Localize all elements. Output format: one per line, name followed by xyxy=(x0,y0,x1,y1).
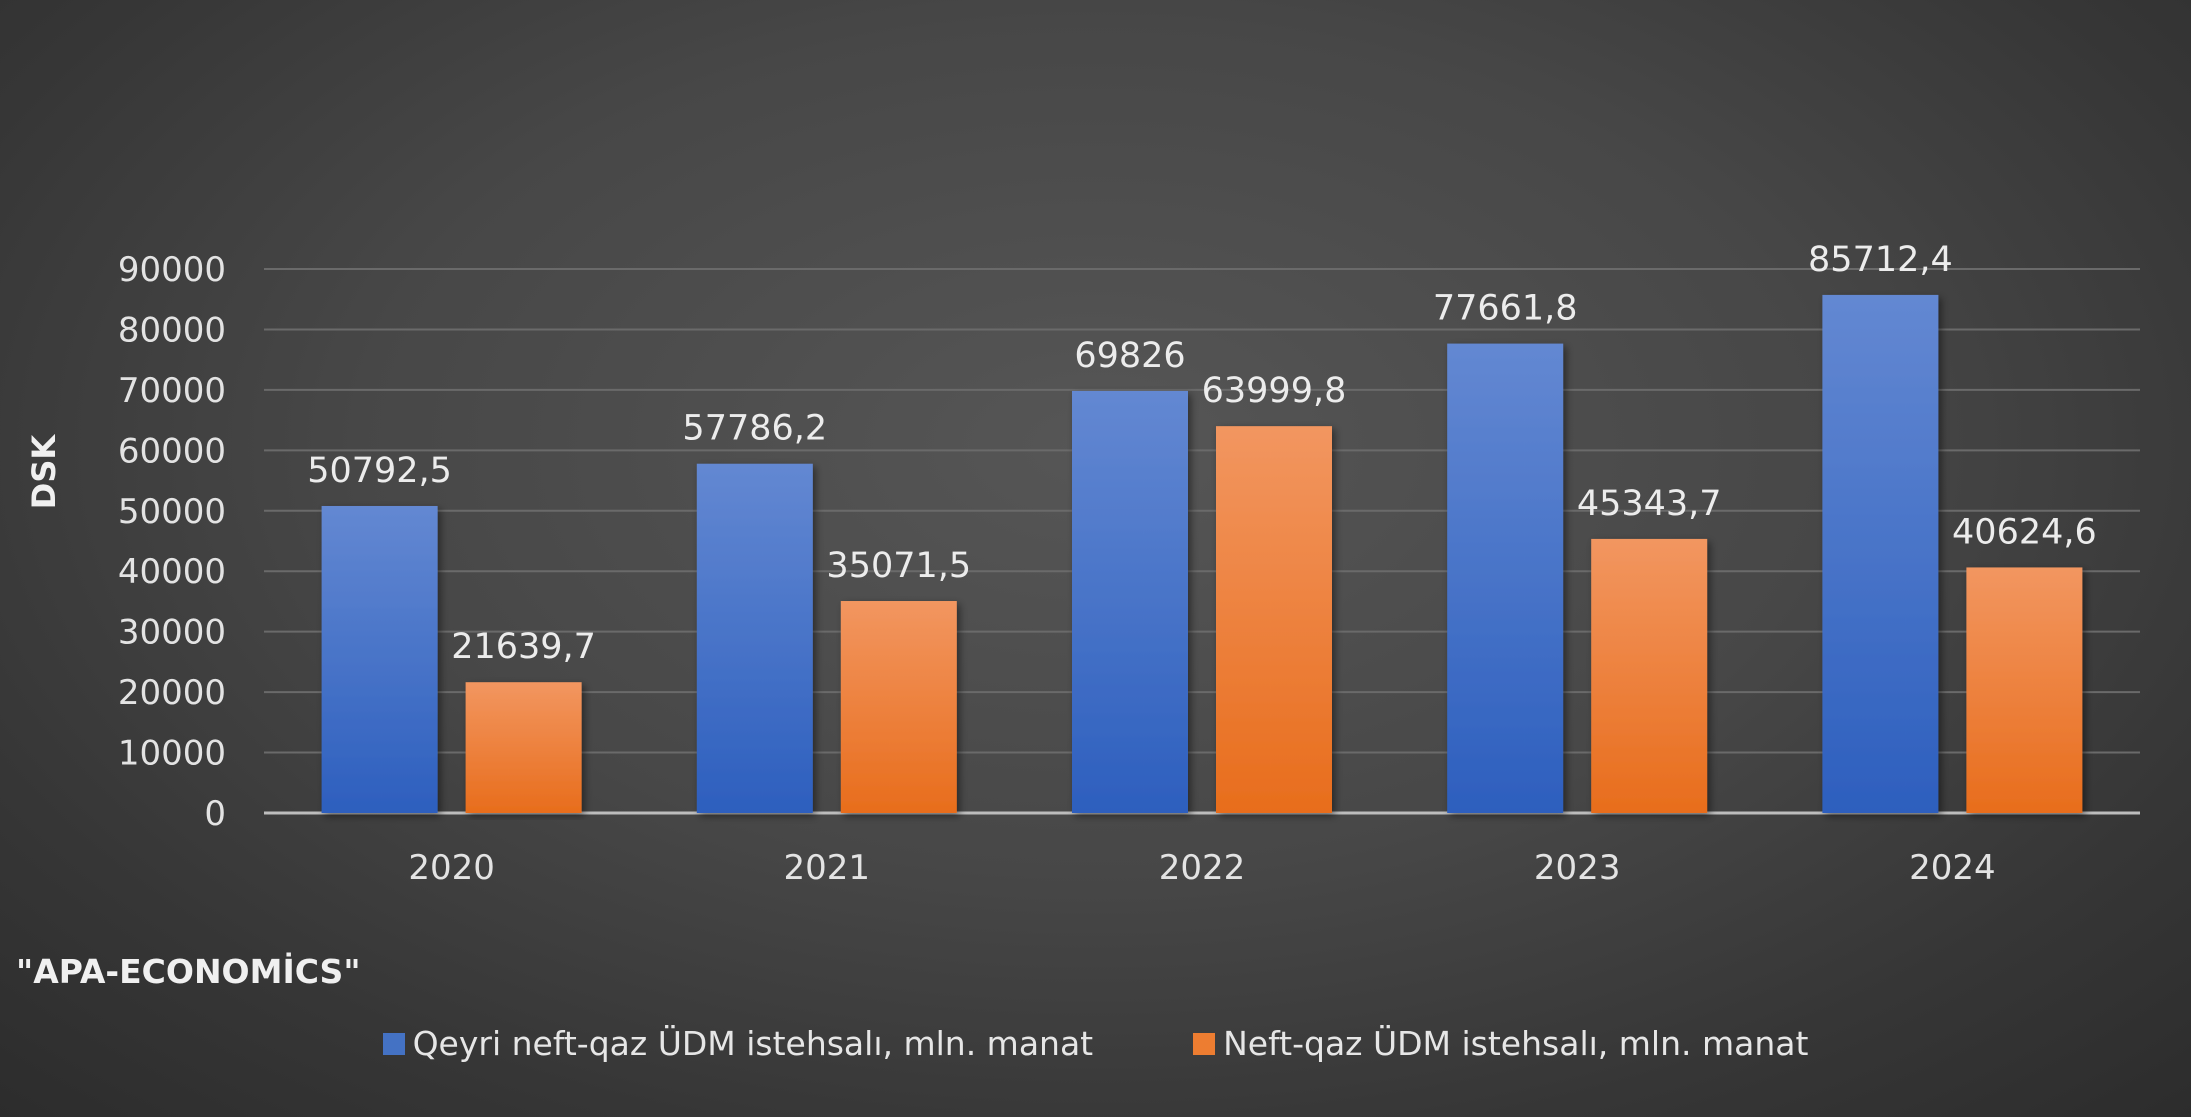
bar-non-oil-gas-2021 xyxy=(696,463,813,813)
data-label: 21639,7 xyxy=(451,627,596,667)
bar-non-oil-gas-2020 xyxy=(321,505,438,813)
y-axis-ticks: 0 10000 20000 30000 40000 50000 60000 70000 8000… xyxy=(118,250,226,834)
data-labels: 50792,5 21639,7 57786,2 35071,5 69826 63999,8… xyxy=(307,240,2097,667)
bars xyxy=(321,294,2083,814)
y-axis-label: DSK xyxy=(25,434,63,510)
x-tick-label: 2022 xyxy=(1159,848,1246,888)
x-tick-label: 2024 xyxy=(1909,848,1996,888)
legend-label-non-oil-gas: Qeyri neft-qaz ÜDM istehsalı, mln. manat xyxy=(412,1024,1094,1063)
x-tick-label: 2023 xyxy=(1534,848,1621,888)
legend: Qeyri neft-qaz ÜDM istehsalı, mln. manat… xyxy=(0,1024,2191,1063)
y-tick-label: 10000 xyxy=(118,734,226,774)
bar-non-oil-gas-2024 xyxy=(1822,294,1939,814)
x-tick-label: 2021 xyxy=(784,848,871,888)
data-label: 63999,8 xyxy=(1202,371,1347,411)
legend-entry-non-oil-gas: Qeyri neft-qaz ÜDM istehsalı, mln. manat xyxy=(382,1024,1094,1063)
data-label: 77661,8 xyxy=(1433,289,1578,329)
x-axis-ticks: 2020 2021 2022 2023 2024 xyxy=(408,848,1995,888)
legend-swatch-blue xyxy=(382,1032,405,1055)
legend-label-oil-gas: Neft-qaz ÜDM istehsalı, mln. manat xyxy=(1223,1024,1809,1063)
data-label: 57786,2 xyxy=(682,409,827,449)
y-tick-label: 30000 xyxy=(118,613,226,653)
y-tick-label: 40000 xyxy=(118,552,226,592)
bar-oil-gas-2022 xyxy=(1216,426,1332,813)
bar-non-oil-gas-2023 xyxy=(1447,343,1564,813)
data-label: 85712,4 xyxy=(1808,240,1953,280)
y-tick-label: 0 xyxy=(204,794,226,834)
data-label: 69826 xyxy=(1074,336,1185,376)
x-tick-label: 2020 xyxy=(408,848,495,888)
bar-oil-gas-2023 xyxy=(1591,538,1708,813)
data-label: 35071,5 xyxy=(826,546,971,586)
y-tick-label: 90000 xyxy=(118,250,226,290)
y-tick-label: 70000 xyxy=(118,371,226,411)
bar-oil-gas-2020 xyxy=(465,682,582,813)
y-tick-label: 60000 xyxy=(118,431,226,471)
data-label: 40624,6 xyxy=(1952,512,2097,552)
bar-non-oil-gas-2022 xyxy=(1072,390,1188,813)
legend-entry-oil-gas: Neft-qaz ÜDM istehsalı, mln. manat xyxy=(1193,1024,1808,1063)
y-tick-label: 50000 xyxy=(118,492,226,532)
data-label: 45343,7 xyxy=(1577,484,1722,524)
legend-swatch-orange xyxy=(1193,1032,1216,1055)
bar-oil-gas-2024 xyxy=(1966,567,2083,813)
source-annotation: "APA-ECONOMİCS" xyxy=(16,952,361,991)
bar-oil-gas-2021 xyxy=(840,601,957,813)
data-label: 50792,5 xyxy=(307,451,452,491)
y-tick-label: 20000 xyxy=(118,673,226,713)
y-tick-label: 80000 xyxy=(118,310,226,350)
